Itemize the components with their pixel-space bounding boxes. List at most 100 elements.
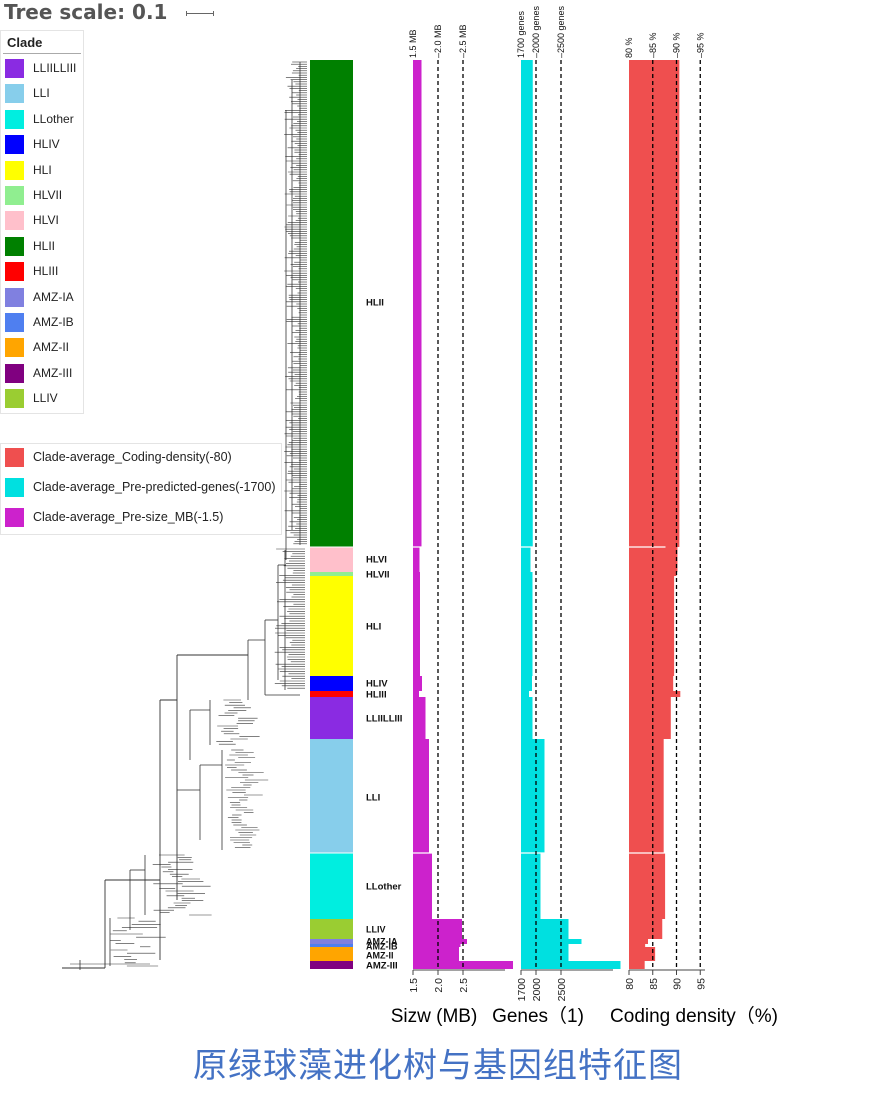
clade-label: AMZ-IA — [366, 937, 398, 947]
data-bar — [521, 576, 533, 676]
clade-label: HLVII — [366, 570, 390, 581]
data-bar — [521, 919, 569, 939]
clade-strip-segment — [310, 691, 353, 697]
legend-swatch — [5, 109, 24, 129]
clade-strip-segment — [310, 947, 353, 961]
clade-label: HLIII — [366, 690, 387, 701]
legend-label: HLI — [33, 162, 52, 177]
top-tick-label: –90 % — [672, 32, 682, 58]
legend-swatch — [5, 478, 24, 497]
legend-label: AMZ-III — [33, 365, 73, 380]
legend-divider — [3, 53, 81, 54]
legend-label: HLVII — [33, 188, 63, 202]
legend-swatch — [5, 287, 24, 307]
dataset-panels: 1.5 MB –2.0 MB –2.5 MB 1.5 2.0 2.5 Sizw (MB) 17… — [391, 5, 778, 1027]
legend-label: Clade-average_Coding-density(-80) — [33, 450, 232, 464]
clade-label: AMZ-III — [366, 961, 398, 972]
legend-label: AMZ-IA — [33, 289, 74, 304]
data-bar — [629, 60, 680, 547]
x-tick-label: 95 — [695, 978, 707, 990]
clade-label: HLVI — [366, 555, 387, 566]
tree-scale-label: Tree scale: 0.1 — [4, 0, 168, 24]
x-tick-label: 90 — [672, 978, 684, 990]
data-bar — [413, 939, 467, 944]
x-tick-label: 1700 — [516, 978, 528, 1002]
x-axis-title: Sizw (MB) — [391, 1006, 478, 1027]
clade-legend-title: Clade — [7, 35, 43, 50]
data-bar — [629, 919, 663, 939]
legend-label: HLVI — [33, 213, 59, 228]
clade-strip-segment — [310, 576, 353, 676]
legend-label: LLIV — [33, 391, 58, 406]
data-bar — [413, 853, 432, 919]
clade-legend: Clade LLIILLIII LLI LLother HLIV HLI HLVII HLV… — [0, 30, 84, 414]
legend-swatch — [5, 363, 24, 383]
data-bar — [413, 697, 426, 739]
phylogenetic-tree — [62, 61, 307, 970]
data-bar — [521, 60, 533, 547]
x-axis-title: Genes（1) — [492, 1005, 584, 1027]
clade-label: LLI — [366, 793, 380, 804]
clade-strip-segment — [310, 572, 353, 576]
data-bar — [521, 697, 533, 739]
top-tick-label: –2500 genes — [556, 5, 566, 58]
legend-label: Clade-average_Pre-predicted-genes(-1700) — [33, 480, 276, 494]
legend-swatch — [5, 186, 24, 205]
data-bar — [629, 944, 646, 947]
top-tick-label: 1700 genes — [516, 10, 526, 58]
legend-swatch — [5, 160, 24, 180]
data-bar — [521, 676, 532, 691]
clade-strip-segment — [310, 853, 353, 919]
legend-swatch — [5, 448, 24, 467]
legend-swatch — [5, 338, 24, 358]
data-bar — [521, 572, 533, 576]
x-axis-title: Coding density（%) — [610, 1005, 778, 1027]
clade-strip-segment — [310, 944, 353, 947]
data-bar — [629, 961, 645, 969]
dataset-panel: 1700 genes –2000 genes –2500 genes 1700 2000… — [492, 5, 621, 1027]
x-tick-label: 85 — [648, 978, 660, 990]
clade-strip-segment — [310, 697, 353, 739]
data-bar — [413, 676, 422, 691]
legend-swatch — [5, 59, 24, 78]
clade-label: HLI — [366, 622, 381, 633]
data-bar — [413, 60, 422, 547]
data-bar — [629, 691, 681, 697]
data-bar — [413, 944, 461, 947]
clade-label: HLIV — [366, 679, 388, 690]
top-tick-label: 1.5 MB — [408, 29, 418, 58]
tree-scale-bar — [186, 11, 214, 16]
dataset-panel: 1.5 MB –2.0 MB –2.5 MB 1.5 2.0 2.5 Sizw (MB) — [391, 24, 513, 1027]
legend-label: AMZ-IB — [33, 315, 74, 329]
legend-swatch — [5, 508, 24, 527]
x-tick-label: 2.0 — [433, 978, 445, 993]
clade-strip-segment — [310, 676, 353, 691]
legend-label: LLI — [33, 86, 50, 101]
top-tick-label: –2000 genes — [531, 5, 541, 58]
x-tick-label: 2000 — [531, 978, 543, 1002]
figure-caption: 原绿球藻进化树与基因组特征图 — [193, 1046, 683, 1086]
top-tick-label: –2.0 MB — [433, 24, 443, 58]
data-bar — [521, 853, 541, 919]
data-bar — [413, 691, 419, 697]
clade-label: HLII — [366, 298, 384, 309]
x-tick-label: 80 — [624, 978, 636, 990]
data-bar — [413, 547, 420, 572]
clade-strip-segment — [310, 961, 353, 969]
data-bar — [629, 676, 674, 691]
legend-label: AMZ-II — [33, 340, 69, 355]
top-tick-label: –95 % — [695, 32, 705, 58]
data-bar — [521, 739, 545, 853]
clade-strip-segment — [310, 919, 353, 939]
data-bar — [629, 697, 671, 739]
legend-swatch — [5, 211, 24, 231]
clade-strip-segment — [310, 739, 353, 853]
data-bar — [521, 547, 531, 572]
legend-label: HLIII — [33, 264, 59, 279]
clade-label: LLIILLIII — [366, 714, 402, 725]
legend-label: HLIV — [33, 137, 60, 152]
dataset-panel: 80 % –85 % –90 % –95 % 80 85 90 95 Coding densit… — [610, 32, 778, 1027]
legend-label: Clade-average_Pre-size_MB(-1.5) — [33, 510, 224, 524]
top-tick-label: 80 % — [624, 37, 634, 58]
